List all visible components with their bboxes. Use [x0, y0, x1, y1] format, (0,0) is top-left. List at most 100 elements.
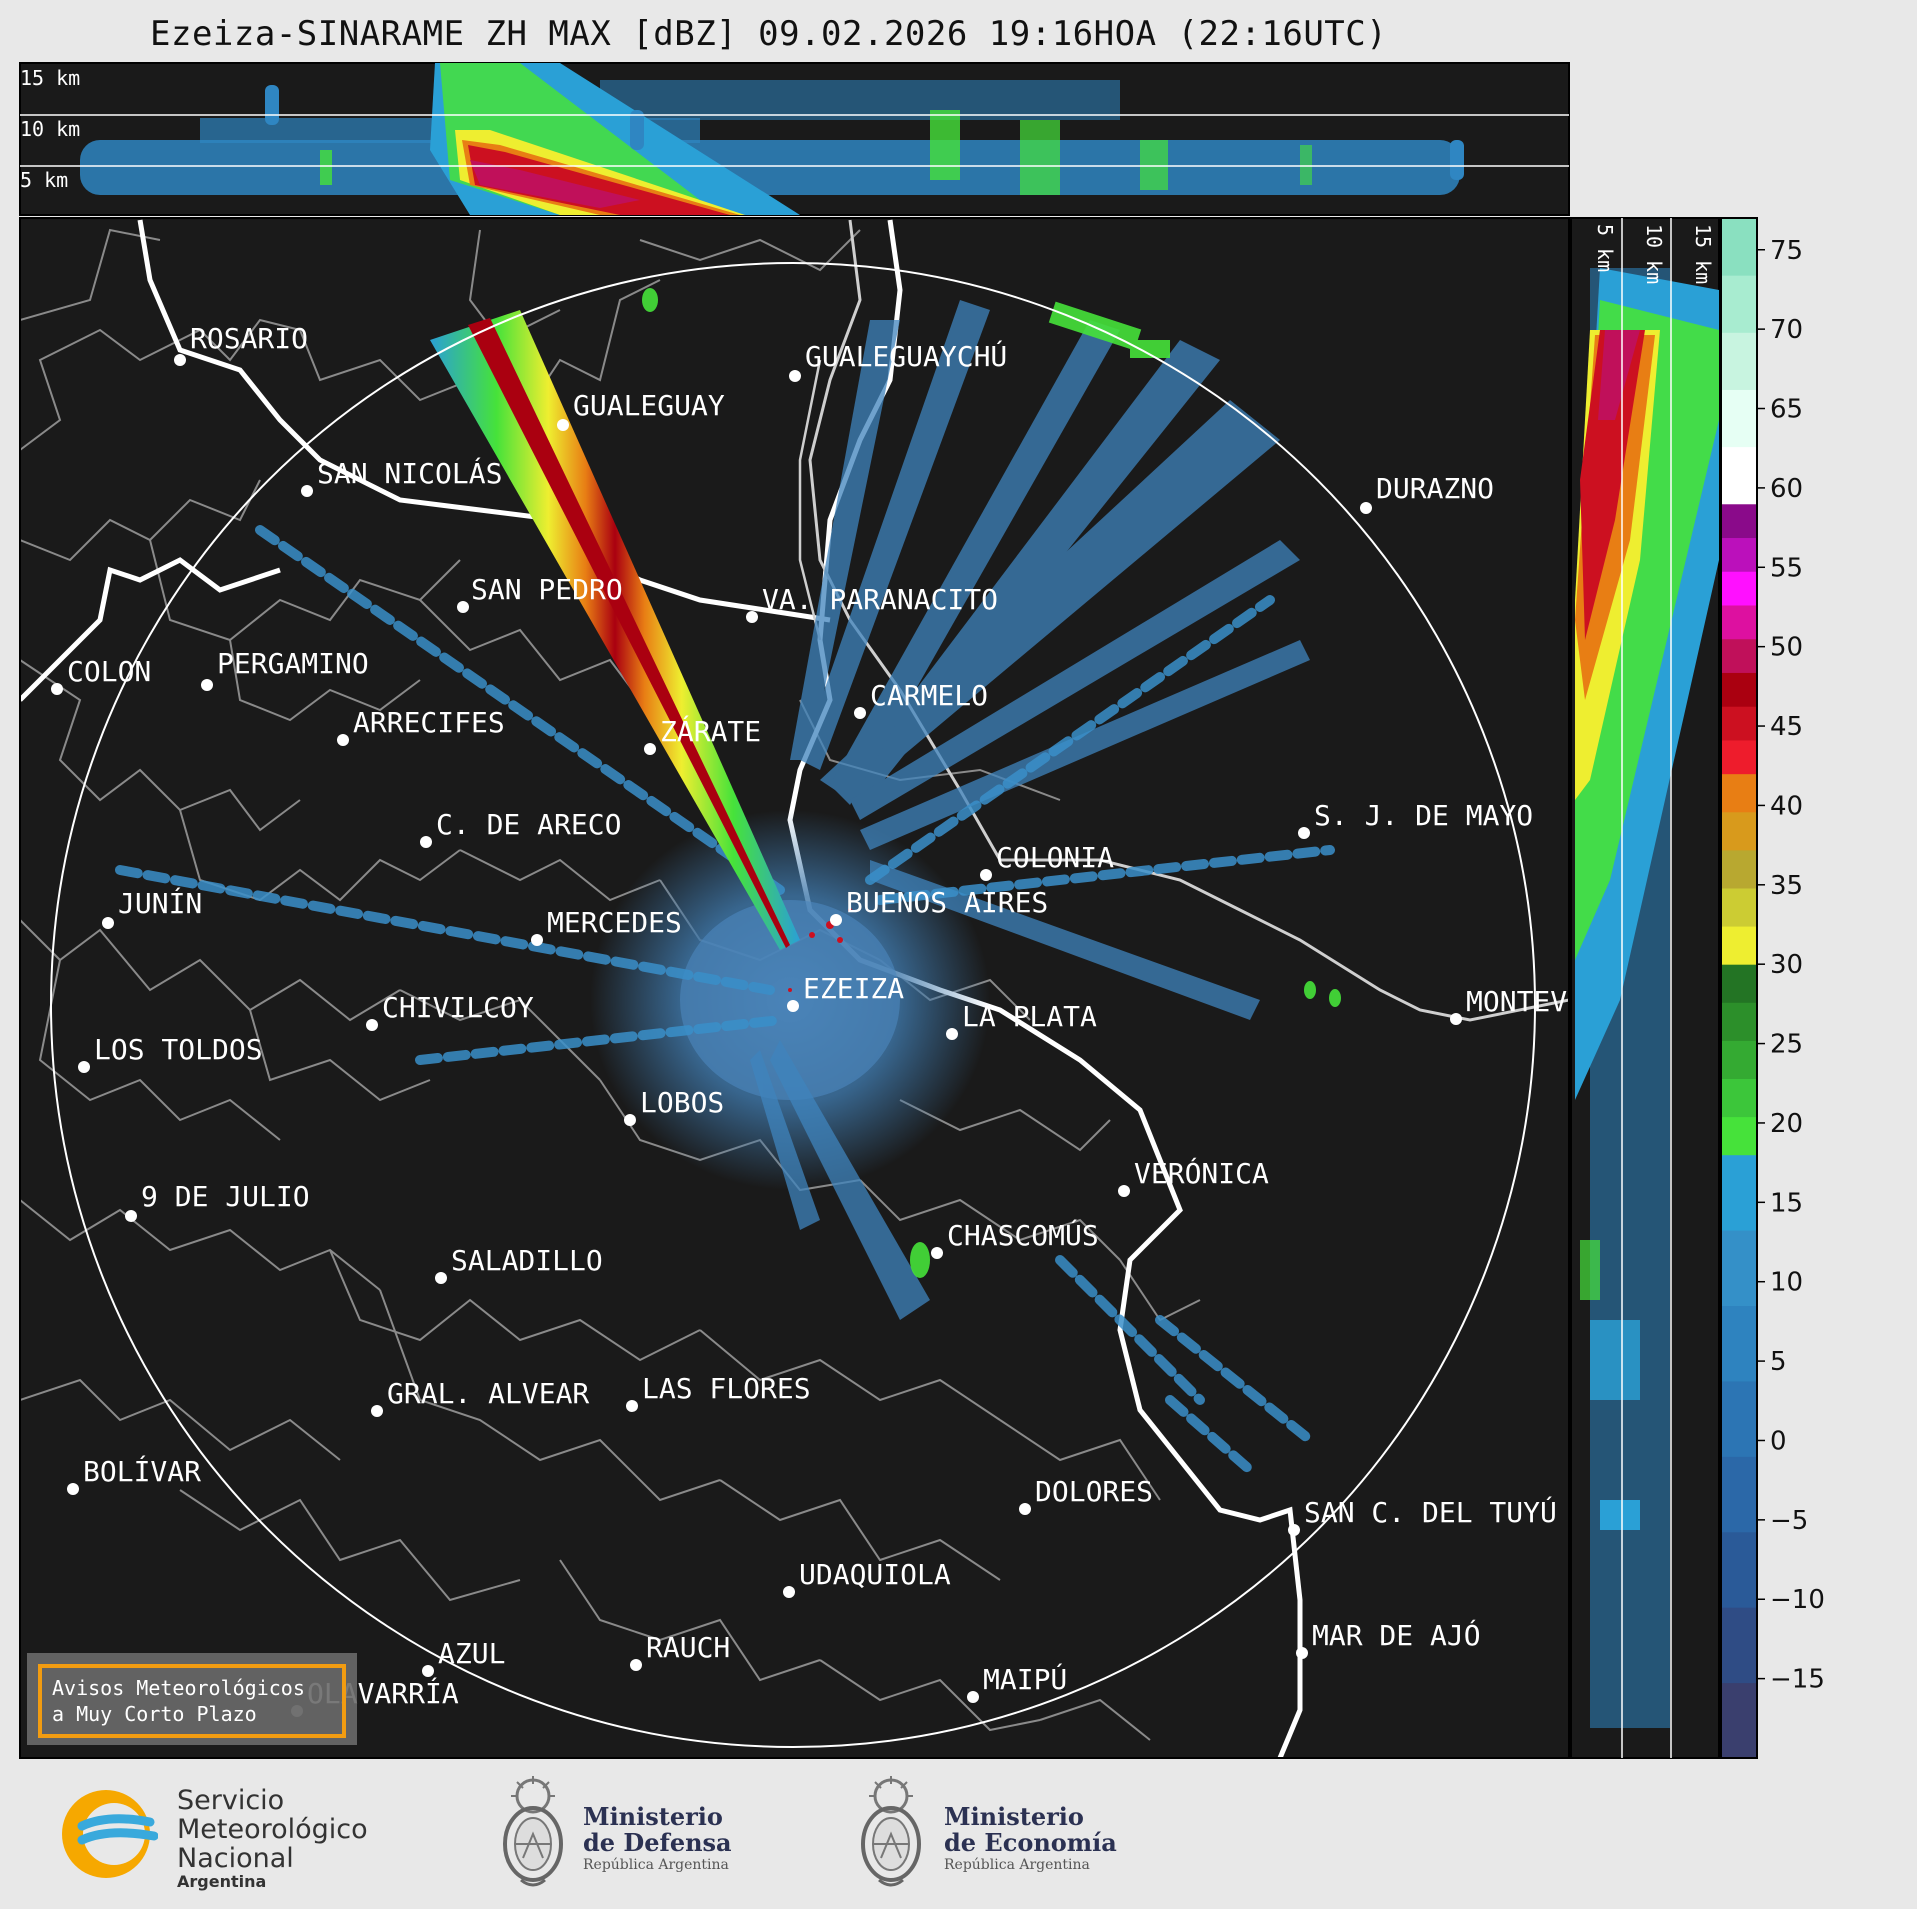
city-dot — [420, 836, 432, 848]
smn-logo-icon — [62, 1790, 159, 1878]
city-dot — [457, 601, 469, 613]
city-marker: PERGAMINO — [201, 647, 369, 691]
city-dot — [337, 734, 349, 746]
city-marker: SALADILLO — [435, 1244, 603, 1284]
colorbar-tick-label: 60 — [1770, 474, 1803, 504]
side-label-5km: 5 km — [1593, 224, 1617, 272]
western-coast — [20, 557, 281, 702]
city-label: CARMELO — [870, 679, 988, 712]
colorbar-band — [1721, 275, 1757, 333]
colorbar-tick-label: 35 — [1770, 871, 1803, 901]
city-label: SALADILLO — [451, 1244, 603, 1277]
city-label: COLONIA — [996, 841, 1114, 874]
city-dot — [746, 611, 758, 623]
city-label: GUALEGUAY — [573, 389, 725, 422]
city-marker: ZÁRATE — [644, 714, 761, 755]
city-marker: SAN NICOLÁS — [301, 456, 502, 497]
warning-line-1: Avisos Meteorológicos — [52, 1676, 305, 1700]
city-marker: DOLORES — [1019, 1475, 1153, 1515]
city-dot — [366, 1019, 378, 1031]
colorbar-band — [1721, 739, 1757, 775]
city-marker: BOLÍVAR — [67, 1454, 201, 1495]
city-marker: COLON — [51, 655, 151, 695]
city-marker: CARMELO — [854, 679, 988, 719]
chart-title: Ezeiza-SINARAME ZH MAX [dBZ] 09.02.2026 … — [150, 14, 1388, 54]
colorbar-tick-label: 55 — [1770, 553, 1803, 583]
city-marker: LA PLATA — [946, 1000, 1097, 1040]
city-dot — [624, 1114, 636, 1126]
city-label: LA PLATA — [962, 1000, 1097, 1033]
warning-box[interactable]: Avisos Meteorológicos a Muy Corto Plazo — [27, 1653, 357, 1745]
range-ring — [50, 262, 1536, 1748]
colorbar-band — [1721, 1116, 1757, 1156]
city-label: MAIPÚ — [983, 1662, 1067, 1696]
city-dot — [557, 419, 569, 431]
city-dot — [102, 917, 114, 929]
colorbar-band — [1721, 537, 1757, 572]
uruguay-coast — [808, 219, 1569, 1022]
top-label-10km: 10 km — [20, 117, 80, 141]
city-dot — [201, 679, 213, 691]
city-label: BUENOS AIRES — [846, 886, 1048, 919]
city-label: COLON — [67, 655, 151, 688]
colorbar-tick-label: 65 — [1770, 395, 1803, 425]
city-marker: VA. PARANACITO — [746, 583, 998, 623]
city-marker: UDAQUIOLA — [783, 1558, 951, 1598]
city-marker: LOS TOLDOS — [78, 1033, 263, 1073]
colorbar-tick-label: 50 — [1770, 633, 1803, 663]
city-label: CHIVILCOY — [382, 991, 534, 1024]
city-marker: RAUCH — [630, 1631, 730, 1671]
colorbar-band — [1721, 964, 1757, 1003]
defensa-line-1: Ministerio — [583, 1802, 723, 1831]
colorbar-band — [1721, 1456, 1757, 1533]
colorbar-tick-label: −15 — [1770, 1665, 1825, 1695]
city-marker: MAIPÚ — [967, 1662, 1067, 1703]
economia-line-1: Ministerio — [944, 1802, 1084, 1831]
defensa-seal — [493, 1774, 573, 1894]
colorbar-band — [1721, 218, 1757, 276]
city-dot — [931, 1247, 943, 1259]
city-dot — [644, 743, 656, 755]
city-dot — [78, 1061, 90, 1073]
colorbar-tick-label: 40 — [1770, 791, 1803, 821]
colorbar-band — [1721, 1002, 1757, 1041]
city-dot — [1298, 827, 1310, 839]
rio-de-la-plata-coast — [787, 219, 1303, 1758]
uruguay-river — [798, 359, 822, 641]
coat-of-arms-icon — [861, 1776, 921, 1887]
colorbar-band — [1721, 503, 1757, 539]
warning-box-bg — [27, 1653, 357, 1745]
city-dot — [422, 1665, 434, 1677]
city-dot — [967, 1691, 979, 1703]
city-marker: GUALEGUAYCHÚ — [789, 339, 1007, 382]
city-dot — [1360, 502, 1372, 514]
city-dot — [946, 1028, 958, 1040]
city-label: ROSARIO — [190, 322, 308, 355]
city-dot — [1288, 1524, 1300, 1536]
city-dot — [787, 1000, 799, 1012]
colorbar-tick-label: 10 — [1770, 1268, 1803, 1298]
footer: Servicio Meteorológico Nacional Argentin… — [0, 1762, 1917, 1909]
warning-line-2: a Muy Corto Plazo — [52, 1702, 257, 1726]
city-marker: COLONIA — [980, 841, 1114, 881]
city-dot — [830, 914, 842, 926]
side-panel-echoes — [1575, 268, 1719, 1728]
city-label: LAS FLORES — [642, 1372, 811, 1405]
colorbar-band — [1721, 1305, 1757, 1382]
colorbar-tick-label: 0 — [1770, 1426, 1787, 1456]
city-label: MONTEV — [1466, 985, 1567, 1018]
economia-line-2: de Economía — [944, 1828, 1117, 1857]
city-label: VERÓNICA — [1134, 1156, 1269, 1190]
city-marker: GUALEGUAY — [557, 389, 725, 431]
colorbar-band — [1721, 926, 1757, 965]
city-marker: MAR DE AJÓ — [1296, 1618, 1481, 1659]
colorbar-band — [1721, 604, 1757, 640]
colorbar-band — [1721, 638, 1757, 673]
defensa-line-2: de Defensa — [583, 1828, 732, 1857]
city-marker: AZUL — [422, 1637, 505, 1677]
city-marker: CHASCOMÚS — [931, 1218, 1099, 1259]
smn-line-3: Nacional — [177, 1843, 294, 1874]
city-dot — [301, 485, 313, 497]
